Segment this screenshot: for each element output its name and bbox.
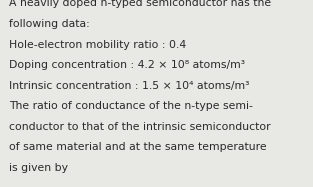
- Text: conductor to that of the intrinsic semiconductor: conductor to that of the intrinsic semic…: [9, 122, 271, 132]
- Text: is given by: is given by: [9, 163, 68, 173]
- Text: A heavily doped n-typed semiconductor has the: A heavily doped n-typed semiconductor ha…: [9, 0, 271, 8]
- Text: The ratio of conductance of the n-type semi-: The ratio of conductance of the n-type s…: [9, 101, 253, 111]
- Text: Doping concentration : 4.2 × 10⁸ atoms/m³: Doping concentration : 4.2 × 10⁸ atoms/m…: [9, 60, 245, 70]
- Text: Intrinsic concentration : 1.5 × 10⁴ atoms/m³: Intrinsic concentration : 1.5 × 10⁴ atom…: [9, 81, 250, 91]
- Text: of same material and at the same temperature: of same material and at the same tempera…: [9, 142, 267, 152]
- Text: following data:: following data:: [9, 19, 90, 29]
- Text: Hole-electron mobility ratio : 0.4: Hole-electron mobility ratio : 0.4: [9, 40, 187, 50]
